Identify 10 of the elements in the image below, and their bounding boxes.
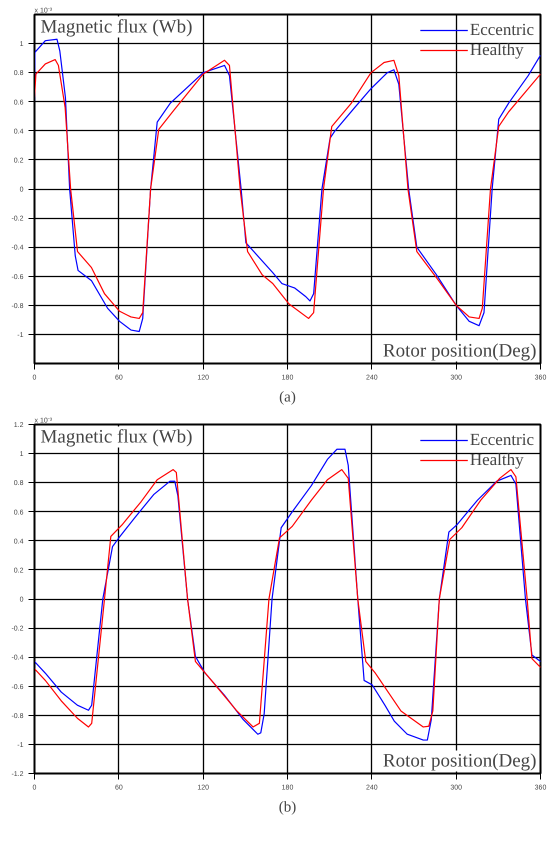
y-axis-title: Magnetic flux (Wb) [40, 16, 192, 38]
legend-label: Eccentric [470, 20, 534, 40]
text: (b) [278, 800, 296, 816]
x-axis-title: Rotor position(Deg) [382, 340, 537, 362]
y-axis-title: Magnetic flux (Wb) [40, 426, 192, 448]
legend-label: Healthy [470, 40, 524, 60]
legend-label: Healthy [470, 450, 524, 470]
text: (a) [279, 390, 296, 406]
x-axis-title: Rotor position(Deg) [382, 750, 537, 772]
legend-label: Eccentric [470, 430, 534, 450]
